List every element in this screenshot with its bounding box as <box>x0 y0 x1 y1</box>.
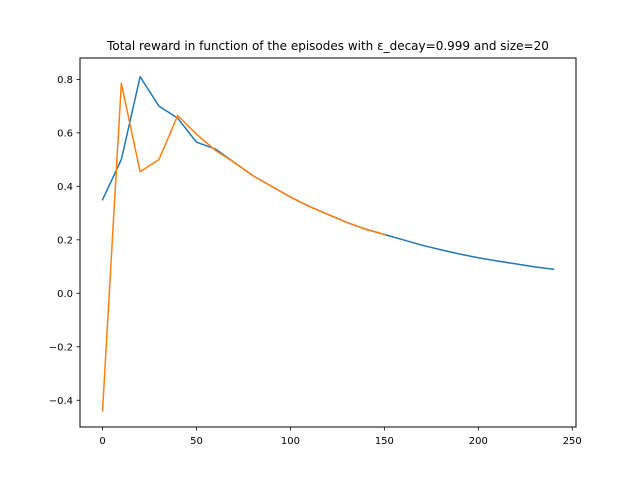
y-tick-label: 0.0 <box>57 289 73 300</box>
series-line-2 <box>101 82 386 412</box>
y-tick-label: −0.2 <box>49 342 73 353</box>
x-tick-label: 100 <box>281 436 300 447</box>
y-tick-label: −0.4 <box>49 396 73 407</box>
x-tick-label: 200 <box>469 436 488 447</box>
y-axis: −0.4 −0.2 0.0 0.2 0.4 0.6 0.8 <box>49 75 80 407</box>
x-tick-label: 0 <box>99 436 105 447</box>
y-tick-label: 0.2 <box>57 235 73 246</box>
x-tick-label: 250 <box>563 436 582 447</box>
y-tick-label: 0.6 <box>57 128 73 139</box>
y-tick-label: 0.8 <box>57 75 73 86</box>
plot-frame <box>79 57 577 428</box>
x-axis: 0 50 100 150 200 250 <box>99 427 582 447</box>
y-tick-label: 0.4 <box>57 182 73 193</box>
series-layer <box>101 75 555 412</box>
chart-title: Total reward in function of the episodes… <box>106 39 549 53</box>
x-tick-label: 50 <box>190 436 203 447</box>
x-tick-label: 150 <box>375 436 394 447</box>
series-line-1 <box>101 75 555 271</box>
